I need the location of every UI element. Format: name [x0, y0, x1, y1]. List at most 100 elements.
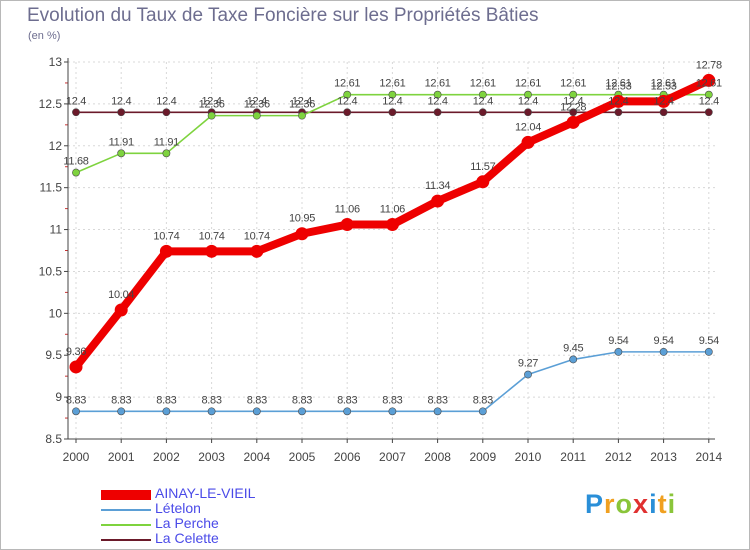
data-point-ainay-le-vieil [159, 244, 173, 258]
data-point-la-celette [388, 108, 397, 117]
data-point-l-telon [614, 347, 623, 356]
data-label-l-telon: 8.83 [156, 394, 176, 406]
data-point-l-telon [162, 407, 171, 416]
data-label-la-celette: 12.4 [608, 95, 628, 107]
legend-label: AINAY-LE-VIEIL [155, 485, 256, 501]
x-tick-label: 2007 [379, 450, 406, 464]
logo-letter: r [604, 489, 616, 519]
data-point-ainay-le-vieil [114, 303, 128, 317]
data-label-ainay-le-vieil: 12.53 [605, 80, 631, 92]
data-label-la-celette: 12.4 [427, 95, 447, 107]
legend-item-ainay-le-vieil[interactable]: AINAY-LE-VIEIL [101, 485, 341, 502]
legend: AINAY-LE-VIEIL Lételon La Perche La Cele… [101, 485, 341, 547]
legend-label: Lételon [155, 500, 201, 516]
data-label-la-perche: 12.61 [470, 78, 496, 90]
data-point-l-telon [478, 407, 487, 416]
data-label-la-perche: 12.61 [425, 78, 451, 90]
data-point-la-perche [524, 90, 532, 99]
data-point-l-telon [569, 355, 578, 364]
data-label-l-telon: 8.83 [427, 394, 447, 406]
data-point-la-celette [117, 108, 126, 117]
y-tick-label: 11.5 [40, 181, 63, 195]
data-point-ainay-le-vieil [69, 360, 83, 374]
data-point-la-celette [659, 108, 668, 117]
x-tick-label: 2002 [153, 450, 180, 464]
y-tick-label: 9.5 [45, 348, 62, 362]
data-label-la-perche: 12.36 [244, 99, 270, 111]
x-tick-label: 2004 [243, 450, 270, 464]
y-tick-label: 9 [55, 390, 62, 404]
x-tick-label: 2000 [63, 450, 90, 464]
data-point-ainay-le-vieil [521, 135, 535, 149]
x-tick-label: 2013 [650, 450, 677, 464]
chart-subtitle: (en %) [28, 30, 61, 42]
data-label-l-telon: 8.83 [337, 394, 357, 406]
logo-letter: x [633, 489, 650, 519]
data-point-la-perche [207, 111, 216, 120]
data-label-la-perche: 11.91 [154, 136, 179, 148]
data-label-la-celette: 12.4 [66, 95, 86, 107]
legend-item-la-celette[interactable]: La Celette [101, 530, 341, 547]
data-point-la-celette [614, 108, 623, 117]
x-tick-label: 2011 [560, 450, 586, 464]
data-label-l-telon: 8.83 [111, 394, 131, 406]
data-point-la-celette [478, 108, 487, 117]
data-label-l-telon: 8.83 [382, 394, 402, 406]
data-label-la-perche: 12.61 [560, 78, 586, 90]
y-tick-label: 10 [49, 306, 63, 320]
x-tick-label: 2006 [334, 450, 361, 464]
data-label-ainay-le-vieil: 9.36 [66, 346, 86, 358]
legend-item-la-perche[interactable]: La Perche [101, 515, 341, 532]
data-label-l-telon: 9.54 [608, 335, 628, 347]
axes: 8.5 9 9.5 10 10.5 11 11.5 12 12.5 13 2000 2001 2002 2… [39, 55, 723, 464]
data-point-l-telon [659, 347, 668, 356]
data-point-la-perche [433, 90, 442, 99]
data-point-la-perche [117, 149, 126, 158]
data-label-ainay-le-vieil: 11.34 [425, 180, 450, 192]
data-label-l-telon: 9.54 [653, 335, 673, 347]
data-point-la-celette [524, 108, 532, 117]
logo-letter: t [657, 489, 668, 519]
data-point-ainay-le-vieil [340, 218, 354, 232]
data-label-la-celette: 12.4 [201, 95, 221, 107]
data-label-l-telon: 8.83 [201, 394, 221, 406]
data-label-la-celette: 12.4 [563, 95, 583, 107]
data-point-ainay-le-vieil [250, 244, 264, 258]
data-label-la-celette: 12.4 [518, 95, 538, 107]
chart-title: Evolution du Taux de Taxe Foncière sur l… [27, 5, 539, 26]
data-label-ainay-le-vieil: 11.06 [335, 204, 360, 216]
data-label-la-celette: 12.4 [292, 95, 312, 107]
data-point-l-telon [524, 370, 532, 379]
x-tick-label: 2001 [108, 450, 135, 464]
data-point-la-perche [478, 90, 487, 99]
data-label-la-celette: 12.4 [111, 95, 131, 107]
data-label-ainay-le-vieil: 12.53 [651, 80, 677, 92]
data-point-l-telon [298, 407, 306, 416]
data-point-la-perche [298, 111, 306, 120]
legend-label: La Perche [155, 515, 219, 531]
data-point-ainay-le-vieil [431, 194, 445, 208]
data-point-l-telon [252, 407, 261, 416]
data-label-l-telon: 9.45 [563, 342, 583, 354]
x-tick-label: 2005 [289, 450, 316, 464]
data-point-ainay-le-vieil [385, 218, 399, 232]
legend-swatch [101, 509, 151, 511]
data-label-ainay-le-vieil: 10.04 [108, 289, 134, 301]
data-label-ainay-le-vieil: 12.04 [515, 121, 541, 133]
data-labels: 12.4 12.4 12.4 12.4 12.4 12.4 12.4 12.4 12.4 12.4… [63, 59, 722, 406]
data-label-ainay-le-vieil: 10.74 [199, 230, 225, 242]
data-point-la-perche [569, 90, 578, 99]
data-label-la-perche: 12.61 [605, 78, 631, 90]
x-tick-label: 2012 [605, 450, 632, 464]
data-point-l-telon [72, 407, 80, 416]
logo-letter: i [649, 489, 658, 519]
legend-item-letelon[interactable]: Lételon [101, 500, 341, 517]
data-label-la-perche: 12.61 [334, 78, 360, 90]
data-label-l-telon: 8.83 [292, 394, 312, 406]
series-layer [69, 73, 716, 416]
data-label-la-perche: 12.36 [199, 99, 225, 111]
data-point-la-perche [388, 90, 397, 99]
y-tick-label: 12.5 [39, 97, 63, 111]
data-label-la-celette: 12.4 [653, 95, 673, 107]
